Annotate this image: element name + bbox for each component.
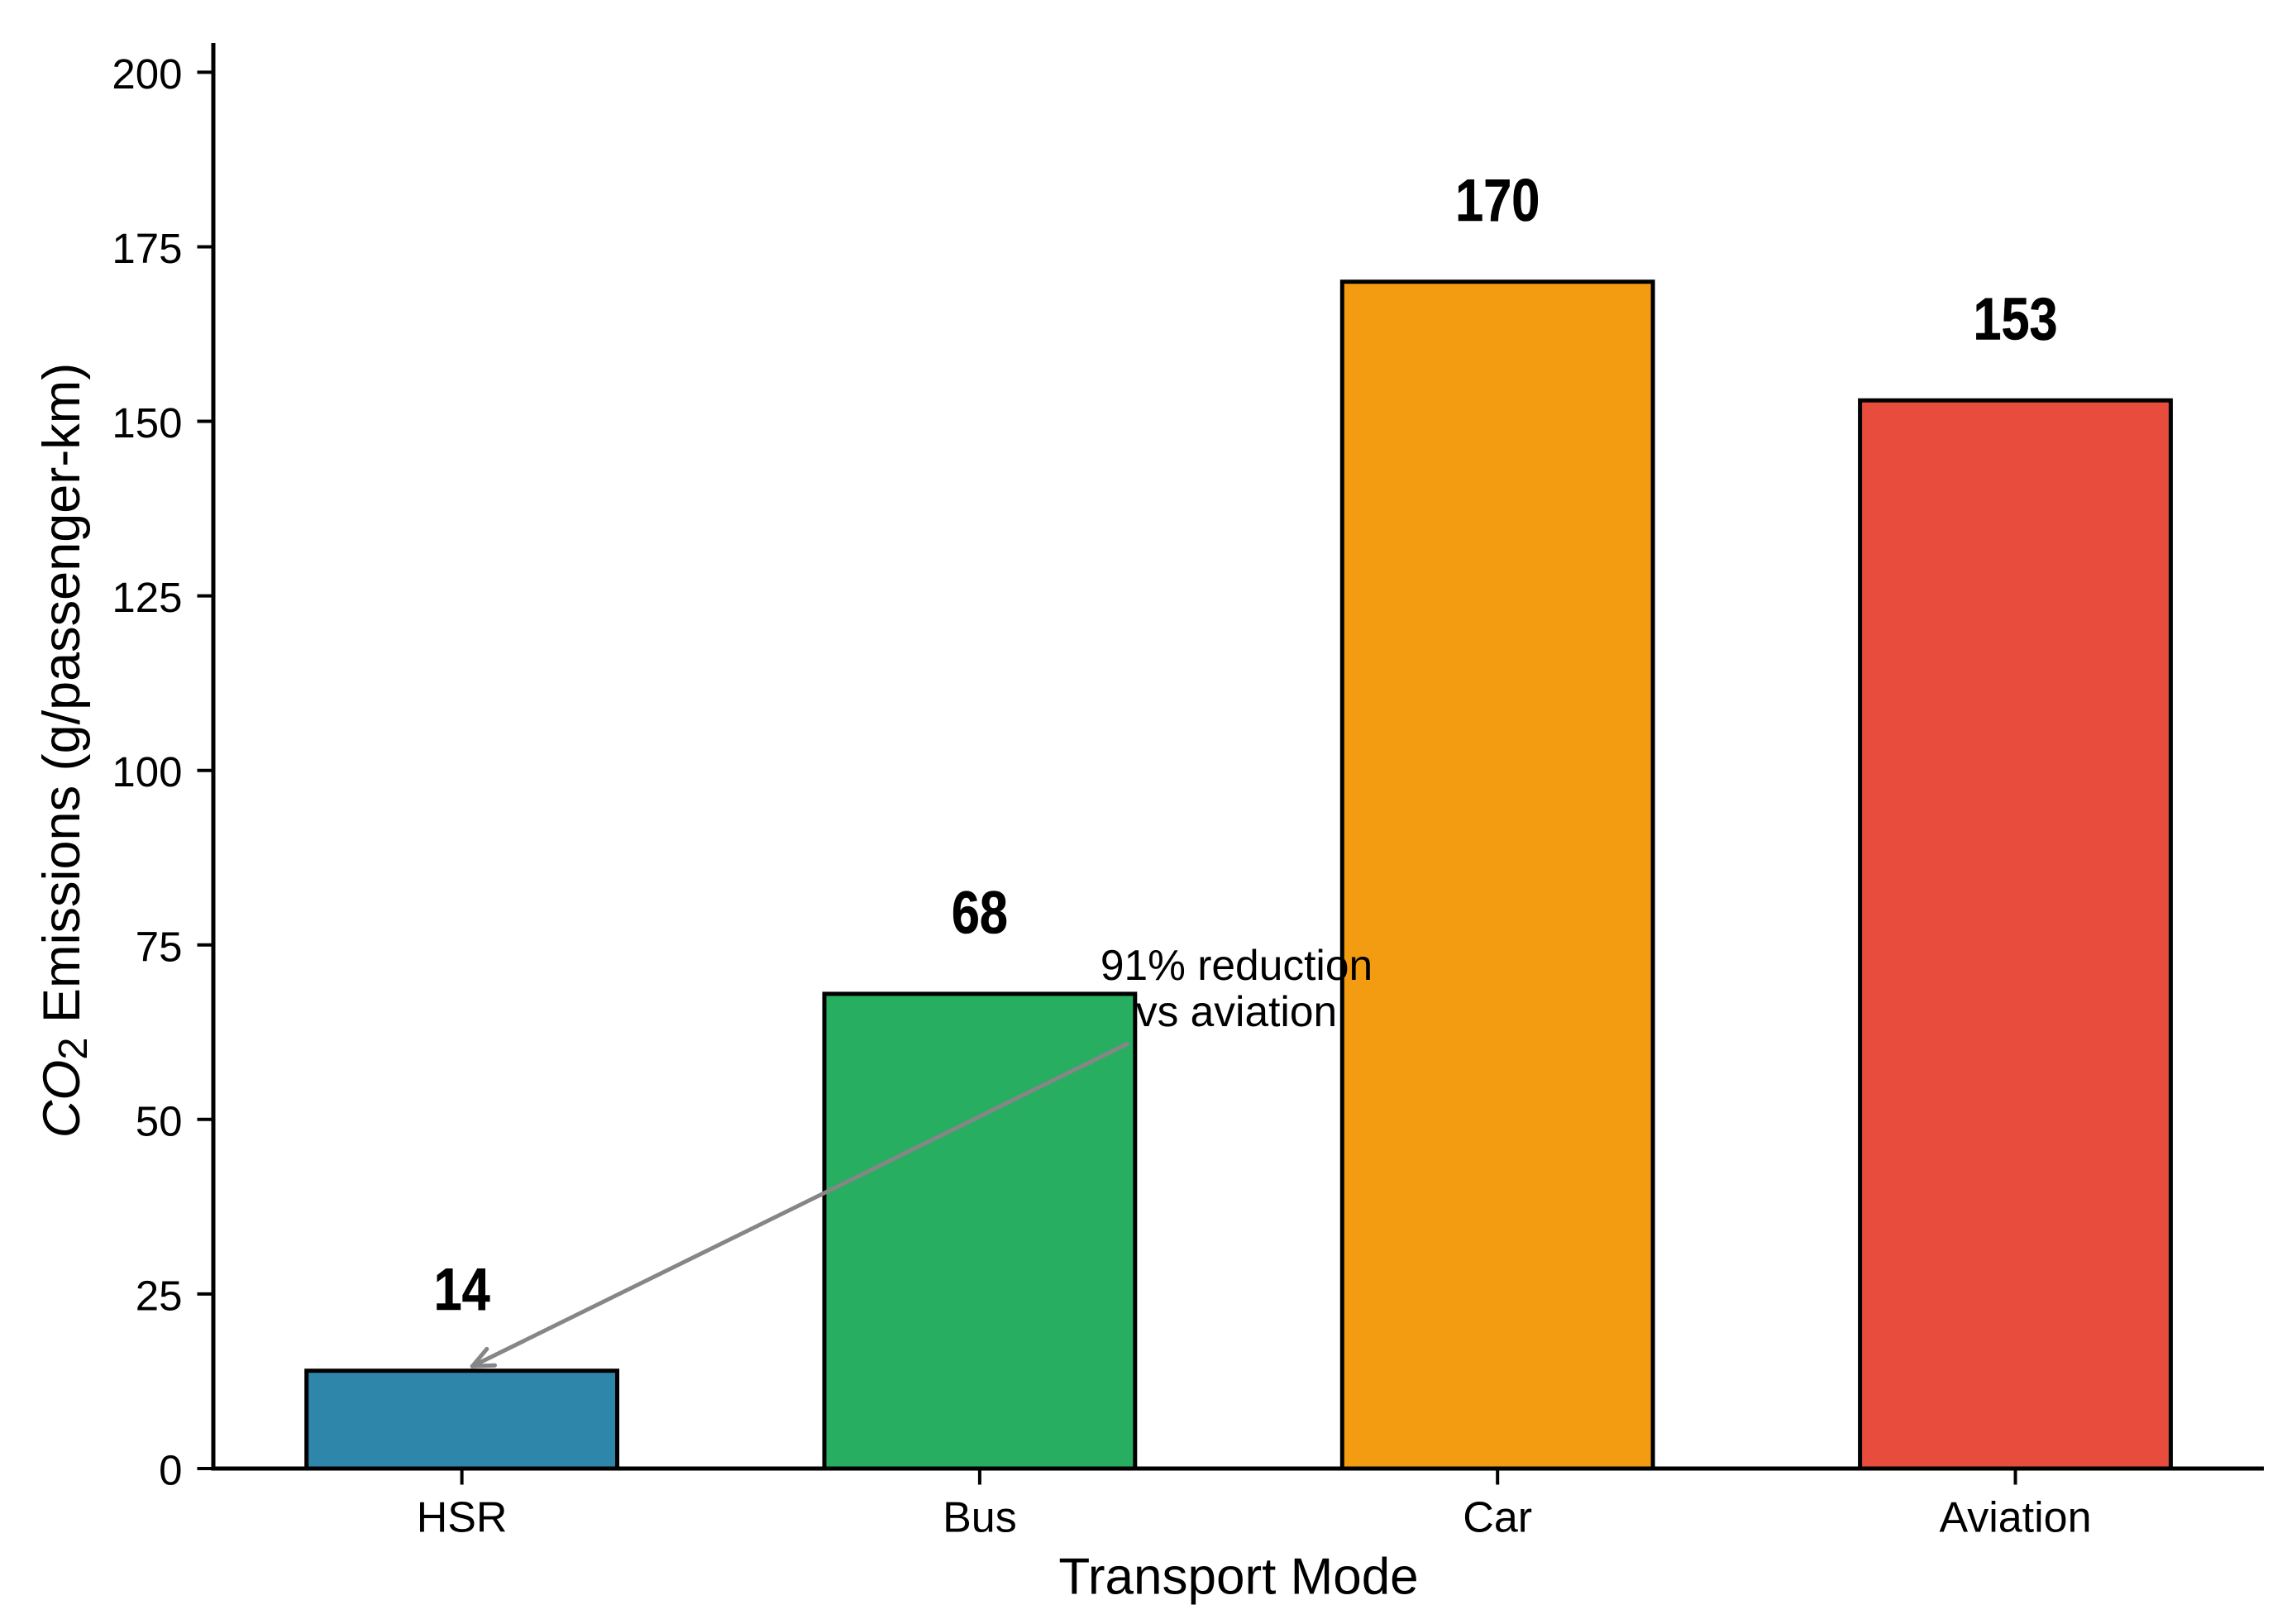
svg-text:150: 150 [112,399,182,447]
svg-text:175: 175 [112,225,182,272]
svg-text:153: 153 [1973,287,2057,353]
svg-text:200: 200 [112,50,182,98]
svg-text:Bus: Bus [943,1493,1017,1541]
svg-text:68: 68 [952,881,1008,947]
svg-text:14: 14 [434,1258,490,1324]
svg-text:CO2 Emissions (g/passenger-km): CO2 Emissions (g/passenger-km) [33,363,96,1139]
svg-text:125: 125 [112,574,182,621]
svg-text:25: 25 [136,1272,183,1319]
svg-text:Transport Mode: Transport Mode [1058,1548,1418,1605]
svg-text:Car: Car [1463,1493,1532,1541]
svg-text:170: 170 [1455,169,1540,235]
svg-text:100: 100 [112,748,182,795]
svg-text:75: 75 [136,923,183,970]
svg-text:Aviation: Aviation [1939,1493,2091,1541]
svg-text:HSR: HSR [417,1493,508,1541]
svg-text:vs aviation: vs aviation [1136,987,1337,1035]
svg-text:50: 50 [136,1097,183,1144]
svg-text:91% reduction: 91% reduction [1101,941,1373,989]
svg-text:0: 0 [159,1447,182,1494]
